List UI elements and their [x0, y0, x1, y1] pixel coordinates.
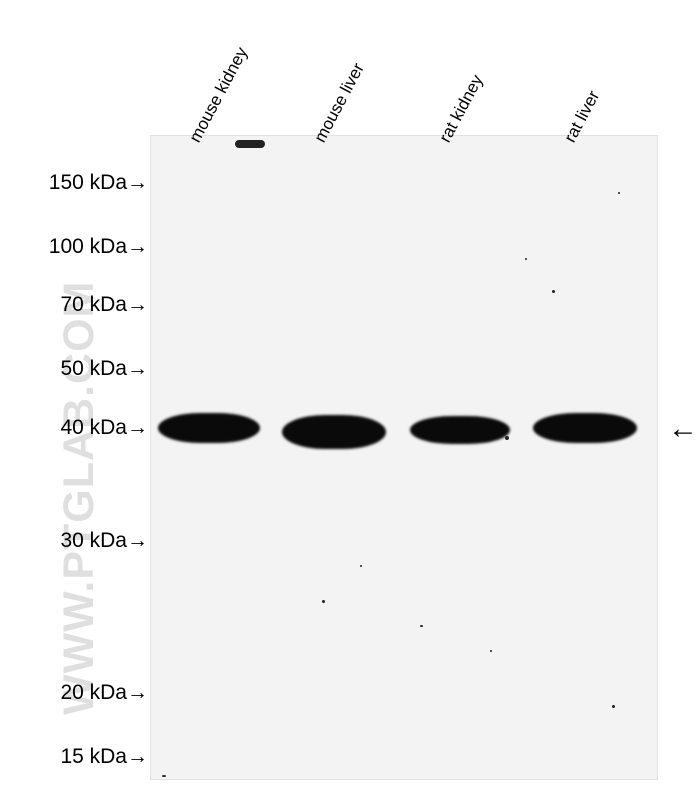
speck [525, 258, 527, 260]
mw-text: 100 kDa [49, 235, 127, 258]
protein-band [410, 416, 510, 444]
blot-figure: WWW.PTGLAB.COM mouse kidney mouse liver … [0, 0, 700, 799]
speck [420, 625, 423, 627]
arrow-right-icon: → [127, 171, 148, 195]
mw-marker: 70 kDa→ [60, 293, 148, 317]
arrow-right-icon: → [127, 681, 148, 705]
speck [162, 775, 166, 777]
lane-label: mouse liver [310, 60, 368, 146]
mw-marker: 50 kDa→ [60, 357, 148, 381]
mw-text: 50 kDa [60, 357, 127, 380]
speck [618, 192, 620, 194]
arrow-right-icon: → [127, 416, 148, 440]
mw-marker: 30 kDa→ [60, 529, 148, 553]
mw-text: 20 kDa [60, 681, 127, 704]
speck [505, 436, 509, 440]
lane-label: mouse kidney [185, 44, 252, 146]
arrow-right-icon: → [127, 293, 148, 317]
arrow-right-icon: → [127, 529, 148, 553]
protein-band [533, 413, 637, 443]
arrow-right-icon: → [127, 745, 148, 769]
mw-marker: 40 kDa→ [60, 416, 148, 440]
speck [490, 650, 492, 652]
speck [360, 565, 362, 567]
mw-text: 15 kDa [60, 745, 127, 768]
mw-text: 30 kDa [60, 529, 127, 552]
arrow-right-icon: → [127, 357, 148, 381]
mw-marker: 150 kDa→ [49, 171, 148, 195]
speck [612, 705, 615, 708]
mw-text: 70 kDa [60, 293, 127, 316]
target-arrow-icon: ← [668, 414, 698, 444]
mw-text: 40 kDa [60, 416, 127, 439]
arrow-right-icon: → [127, 235, 148, 259]
speck [235, 140, 265, 148]
speck [552, 290, 555, 293]
speck [322, 600, 325, 603]
protein-band [158, 413, 260, 443]
blot-membrane [150, 135, 658, 780]
mw-marker: 15 kDa→ [60, 745, 148, 769]
protein-band [282, 415, 386, 449]
mw-text: 150 kDa [49, 171, 127, 194]
mw-marker: 100 kDa→ [49, 235, 148, 259]
watermark-text: WWW.PTGLAB.COM [55, 281, 104, 715]
mw-marker: 20 kDa→ [60, 681, 148, 705]
